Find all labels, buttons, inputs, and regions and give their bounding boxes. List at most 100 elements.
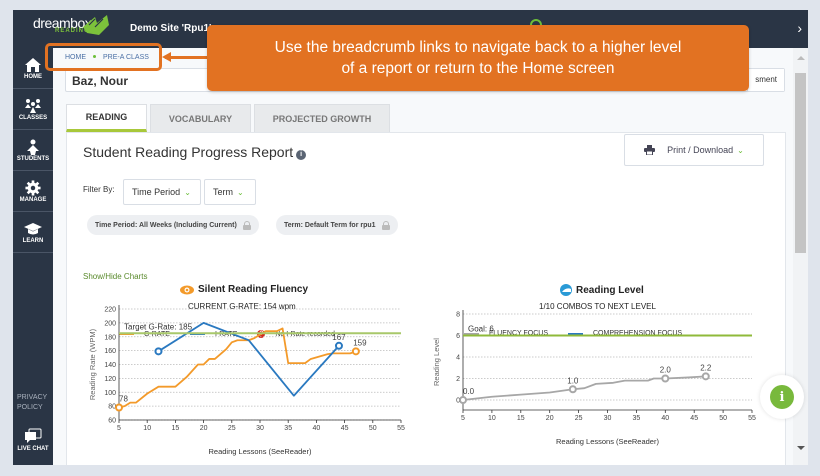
svg-text:10: 10 [488, 415, 496, 422]
svg-text:5: 5 [461, 415, 465, 422]
svg-text:45: 45 [341, 425, 349, 432]
chevron-right-icon[interactable]: › [797, 20, 802, 36]
svg-text:8: 8 [456, 312, 460, 319]
printer-icon [644, 145, 656, 155]
live-chat-button[interactable]: LIVE CHAT [13, 428, 53, 452]
svg-text:Reading Level: Reading Level [432, 338, 441, 386]
reading-level-icon [560, 284, 572, 296]
svg-text:40: 40 [313, 425, 321, 432]
breadcrumb-class[interactable]: PRE-A CLASS [103, 54, 149, 61]
home-icon [25, 57, 41, 72]
reading-level-subtitle: 1/10 COMBOS TO NEXT LEVEL [539, 302, 656, 311]
breadcrumb-separator [93, 55, 96, 58]
dreambox-logo[interactable]: dreambox READING [33, 15, 92, 34]
privacy-policy-link[interactable]: PRIVACY POLICY [17, 393, 47, 413]
svg-text:50: 50 [719, 415, 727, 422]
print-download-label: Print / Download [667, 145, 734, 155]
svg-text:60: 60 [108, 418, 116, 425]
info-help-button[interactable]: i [760, 375, 804, 419]
fluency-line-chart: 60 80 100 120 140 160 180 200 220 5 10 15 20 25 30 35 40… [88, 305, 405, 456]
info-icon[interactable]: i [296, 150, 307, 160]
privacy-line-1: PRIVACY [17, 394, 48, 401]
svg-text:40: 40 [661, 415, 669, 422]
legend-comprehension-focus[interactable]: COMPREHENSION FOCUS [568, 330, 682, 337]
term-filter[interactable]: Term ⌄ [204, 179, 256, 205]
scroll-up-arrow[interactable] [797, 56, 805, 60]
svg-text:20: 20 [546, 415, 554, 422]
svg-text:15: 15 [172, 425, 180, 432]
sidebar-item-label: LEARN [22, 237, 44, 244]
sidebar-nav: HOME CLASSES STUDENTS MANAGE [13, 48, 53, 465]
legend-fluency-focus[interactable]: FLUENCY FOCUS [464, 330, 548, 337]
tab-reading[interactable]: READING [66, 104, 147, 132]
callout-line-1: Use the breadcrumb links to navigate bac… [274, 39, 682, 56]
svg-text:2.2: 2.2 [700, 363, 712, 372]
svg-text:55: 55 [748, 415, 756, 422]
show-hide-charts-link[interactable]: Show/Hide Charts [83, 272, 148, 281]
time-period-label: Time Period [132, 187, 181, 197]
scroll-down-arrow[interactable] [797, 446, 805, 450]
chevron-down-icon: ⌄ [184, 187, 191, 197]
svg-text:160: 160 [104, 348, 116, 355]
eye-icon [180, 285, 194, 294]
svg-text:80: 80 [108, 404, 116, 411]
svg-text:2.0: 2.0 [660, 366, 672, 375]
student-name: Baz, Nour [72, 74, 129, 88]
sidebar-item-learn[interactable]: LEARN [13, 212, 53, 253]
time-period-chip: Time Period: All Weeks (Including Curren… [87, 215, 259, 235]
report-tabs: READING VOCABULARY PROJECTED GROWTH [66, 104, 393, 132]
svg-text:25: 25 [575, 415, 583, 422]
privacy-line-2: POLICY [17, 404, 43, 411]
svg-text:Goal: 6: Goal: 6 [468, 325, 494, 334]
svg-text:35: 35 [633, 415, 641, 422]
sidebar-item-classes[interactable]: CLASSES [13, 89, 53, 130]
breadcrumb-home[interactable]: HOME [65, 54, 86, 61]
student-icon [27, 139, 39, 155]
svg-text:45: 45 [690, 415, 698, 422]
svg-text:167: 167 [332, 333, 346, 342]
svg-text:30: 30 [604, 415, 612, 422]
callout-line-2: of a report or return to the Home screen [341, 60, 615, 77]
time-period-chip-text: Time Period: All Weeks (Including Curren… [95, 221, 237, 229]
tab-projected-growth[interactable]: PROJECTED GROWTH [254, 104, 390, 132]
sidebar-item-home[interactable]: HOME [13, 48, 53, 89]
info-icon: i [770, 385, 794, 409]
sidebar-item-manage[interactable]: MANAGE [13, 171, 53, 212]
print-download-button[interactable]: Print / Download ⌄ [624, 134, 764, 166]
legend-label: COMPREHENSION FOCUS [593, 330, 683, 337]
time-period-filter[interactable]: Time Period ⌄ [123, 179, 201, 205]
svg-text:78: 78 [119, 395, 128, 404]
book-logo-icon [83, 15, 109, 35]
svg-text:Reading Rate (WPM): Reading Rate (WPM) [88, 328, 97, 400]
svg-text:4: 4 [456, 355, 460, 362]
breadcrumb-highlight-box [45, 43, 162, 71]
scroll-thumb[interactable] [795, 73, 806, 253]
svg-text:0: 0 [456, 398, 460, 405]
assessment-button[interactable]: sment [747, 69, 784, 91]
lock-icon [242, 220, 251, 230]
gear-icon [25, 179, 41, 196]
sidebar-item-label: CLASSES [18, 114, 48, 121]
tab-vocabulary[interactable]: VOCABULARY [150, 104, 251, 132]
sidebar-item-students[interactable]: STUDENTS [13, 130, 53, 171]
svg-text:55: 55 [397, 425, 405, 432]
svg-text:15: 15 [517, 415, 525, 422]
site-name: Demo Site 'Rpu1' [130, 23, 212, 34]
arrow-left-icon [162, 52, 171, 62]
report-title-text: Student Reading Progress Report [83, 144, 294, 160]
sidebar-item-label: HOME [24, 73, 42, 80]
svg-text:100: 100 [104, 390, 116, 397]
live-chat-label: LIVE CHAT [17, 446, 49, 452]
svg-text:Reading Lessons (SeeReader): Reading Lessons (SeeReader) [556, 437, 659, 446]
legend-label: FLUENCY FOCUS [489, 330, 548, 337]
svg-text:35: 35 [284, 425, 292, 432]
vertical-scrollbar[interactable] [793, 48, 808, 465]
svg-text:1.0: 1.0 [567, 376, 579, 385]
reading-level-title-text: Reading Level [576, 284, 644, 296]
svg-text:20: 20 [200, 425, 208, 432]
report-title: Student Reading Progress Report i [83, 144, 307, 160]
svg-text:30: 30 [256, 425, 264, 432]
chat-bubble-icon [25, 428, 42, 443]
reading-level-line-chart: 0 2 4 6 8 5 10 15 20 25 30 35 40 45 50 55 Reading Lesson… [432, 310, 756, 446]
sidebar-item-label: STUDENTS [16, 155, 50, 162]
